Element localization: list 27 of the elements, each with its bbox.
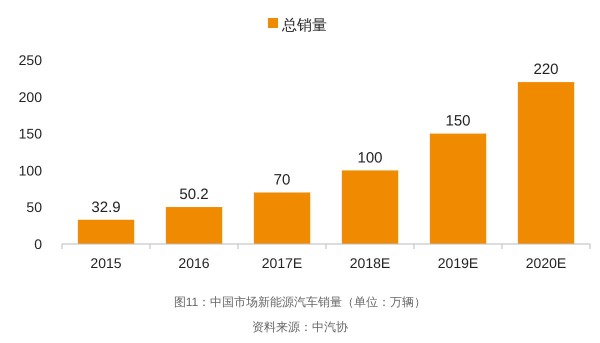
bar xyxy=(254,192,310,244)
bar xyxy=(166,207,222,244)
caption: 图11：中国市场新能源汽车销量（单位：万辆） xyxy=(174,295,426,309)
bar xyxy=(430,134,486,244)
data-label: 150 xyxy=(445,112,471,130)
data-label: 220 xyxy=(533,61,559,78)
data-label: 70 xyxy=(274,171,290,188)
data-label: 100 xyxy=(357,149,383,166)
x-tick-label: 2017E xyxy=(262,255,302,271)
y-tick-label: 200 xyxy=(18,88,42,105)
legend-label: 总销量 xyxy=(281,17,327,34)
bar xyxy=(78,220,134,244)
x-tick-label: 2016 xyxy=(178,255,210,271)
data-label: 32.9 xyxy=(91,198,121,216)
y-tick-label: 250 xyxy=(18,52,42,68)
x-tick-label: 2020E xyxy=(526,255,566,271)
x-tick-label: 2018E xyxy=(350,255,390,271)
text: 资料来源：中汽协 xyxy=(252,320,348,334)
y-tick-label: 50 xyxy=(26,199,42,216)
y-tick-label: 150 xyxy=(18,126,42,142)
bar xyxy=(342,170,398,244)
bar xyxy=(518,82,574,244)
x-tick-label: 2019E xyxy=(438,255,478,271)
x-tick-label: 2015 xyxy=(90,255,122,271)
data-label: 50.2 xyxy=(179,186,209,204)
y-tick-label: 0 xyxy=(34,236,42,252)
y-tick-label: 100 xyxy=(18,162,42,178)
